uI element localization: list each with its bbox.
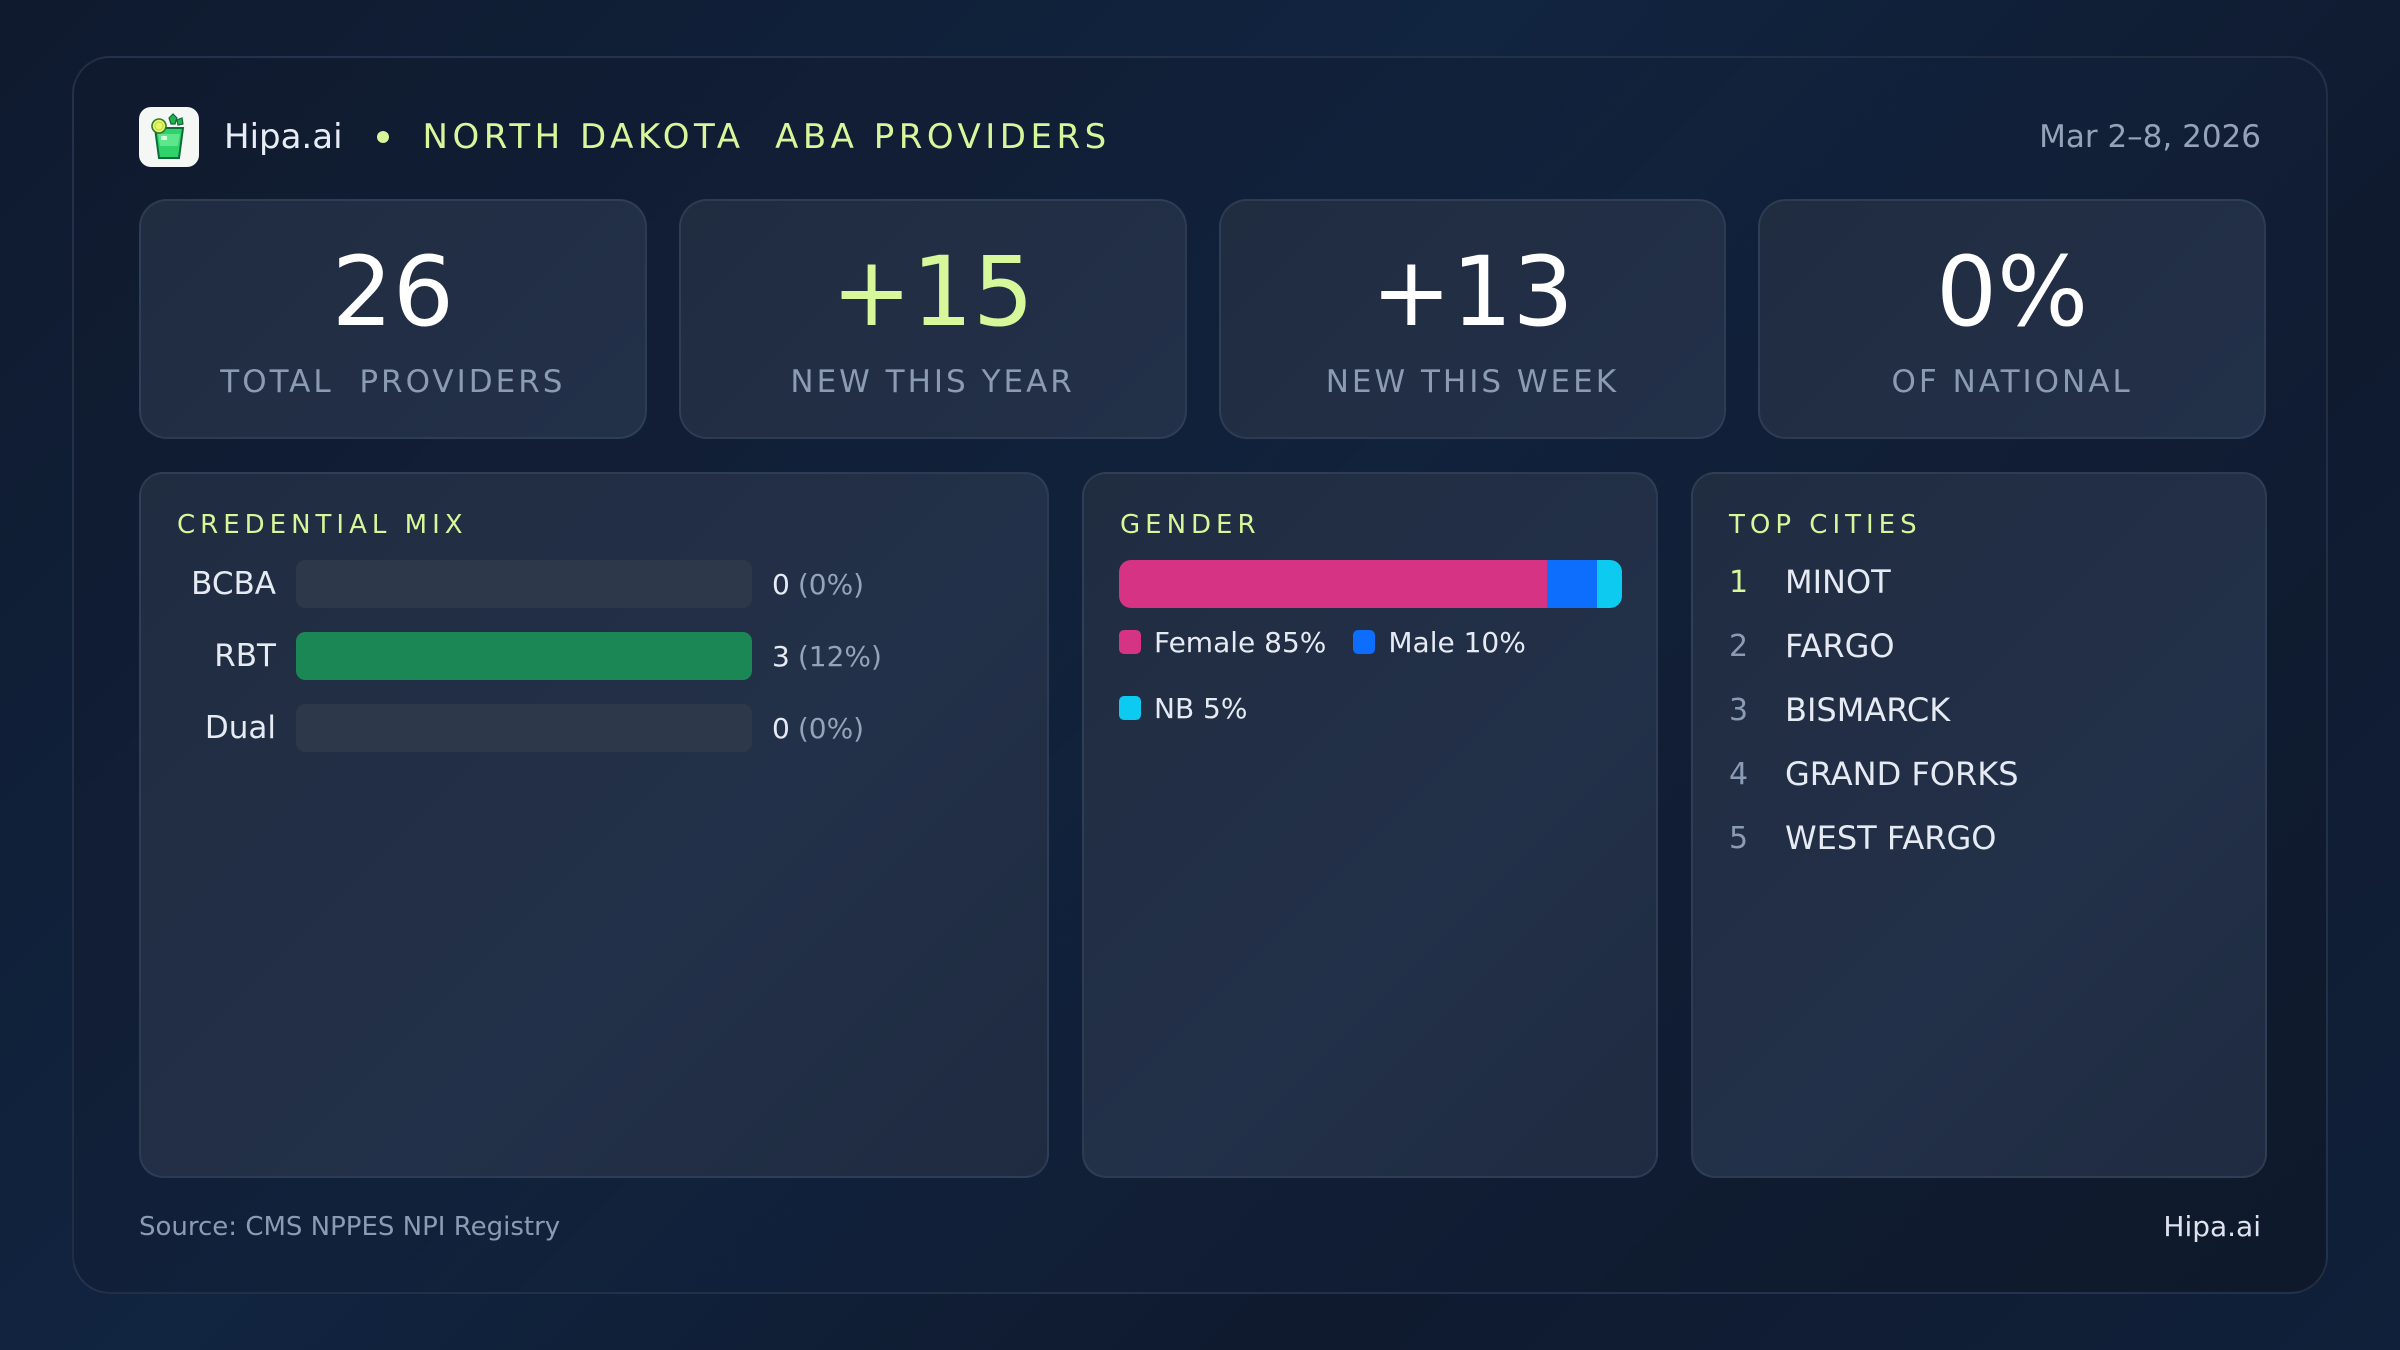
credential-label: Dual — [204, 710, 276, 746]
legend-label: Female 85% — [1154, 625, 1327, 659]
dashboard-frame: Hipa.ai NORTH DAKOTA ABA PROVIDERS Mar 2… — [72, 56, 2328, 1294]
credential-row-rbt: RBT 3 (12%) — [141, 632, 1047, 680]
legend-swatch — [1119, 630, 1141, 654]
credential-row-dual: Dual 0 (0%) — [141, 704, 1047, 752]
panel-title: CREDENTIAL MIX — [177, 510, 468, 540]
panel-title: GENDER — [1120, 510, 1261, 540]
kpi-new-this-year: +15 NEW THIS YEAR — [678, 199, 1187, 439]
kpi-value: 0% — [1935, 236, 2089, 348]
header: Hipa.ai NORTH DAKOTA ABA PROVIDERS Mar 2… — [139, 106, 2261, 168]
city-list-item: 2 FARGO — [1729, 624, 1895, 668]
kpi-value: 26 — [331, 236, 454, 348]
credential-percent: (0%) — [797, 567, 865, 601]
legend-swatch — [1119, 696, 1141, 720]
credential-label: BCBA — [191, 566, 276, 602]
legend-item-male: Male 10% — [1353, 624, 1526, 660]
footer-brand: Hipa.ai — [2163, 1210, 2261, 1243]
credential-percent: (12%) — [797, 639, 882, 673]
city-name: MINOT — [1785, 563, 1891, 601]
top-cities-panel: TOP CITIES 1 MINOT 2 FARGO 3 BISMARCK 4 … — [1691, 472, 2267, 1178]
city-name: FARGO — [1785, 627, 1895, 665]
page-title: NORTH DAKOTA ABA PROVIDERS — [422, 117, 1111, 157]
legend-item-nb: NB 5% — [1119, 690, 1629, 726]
credential-bar-track — [296, 632, 752, 680]
city-list-item: 3 BISMARCK — [1729, 688, 1950, 732]
kpi-label: NEW THIS YEAR — [790, 364, 1075, 400]
mojito-glass-icon — [139, 107, 199, 167]
gender-panel: GENDER Female 85% Male 10% NB 5% — [1082, 472, 1658, 1178]
separator-dot — [376, 131, 389, 143]
kpi-of-national: 0% OF NATIONAL — [1758, 199, 2266, 439]
city-rank: 4 — [1729, 756, 1749, 792]
date-range: Mar 2–8, 2026 — [2039, 119, 2261, 155]
kpi-label: OF NATIONAL — [1891, 364, 2133, 400]
kpi-value: +13 — [1371, 236, 1574, 348]
city-list-item: 1 MINOT — [1729, 560, 1891, 604]
city-name: GRAND FORKS — [1785, 755, 2019, 793]
kpi-new-this-week: +13 NEW THIS WEEK — [1218, 199, 1727, 439]
credential-row-bcba: BCBA 0 (0%) — [141, 560, 1047, 608]
gender-segment-female — [1119, 560, 1547, 608]
credential-count: 3 — [772, 639, 790, 673]
credential-count: 0 — [772, 711, 790, 745]
gender-stacked-bar — [1119, 560, 1622, 608]
brand-name: Hipa.ai — [224, 117, 343, 157]
credential-bar-track — [296, 560, 752, 608]
credential-label: RBT — [214, 638, 276, 674]
city-rank: 1 — [1729, 564, 1749, 600]
city-rank: 3 — [1729, 692, 1749, 728]
kpi-value: +15 — [831, 236, 1034, 348]
source-note: Source: CMS NPPES NPI Registry — [139, 1212, 561, 1242]
legend-swatch — [1353, 630, 1376, 654]
gender-segment-male — [1546, 560, 1597, 608]
credential-count: 0 — [772, 567, 790, 601]
kpi-label: TOTAL PROVIDERS — [220, 364, 566, 400]
kpi-total-providers: 26 TOTAL PROVIDERS — [139, 199, 647, 439]
legend-label: NB 5% — [1154, 691, 1248, 725]
credential-percent: (0%) — [797, 711, 865, 745]
legend-item-female: Female 85% — [1119, 624, 1326, 660]
credential-mix-panel: CREDENTIAL MIX BCBA 0 (0%) RBT 3 (12%) D… — [139, 472, 1049, 1178]
city-rank: 5 — [1729, 820, 1749, 856]
panel-title: TOP CITIES — [1729, 510, 1922, 540]
city-name: WEST FARGO — [1785, 819, 1997, 857]
city-name: BISMARCK — [1785, 691, 1951, 729]
city-list-item: 4 GRAND FORKS — [1729, 752, 2019, 796]
legend-label: Male 10% — [1388, 625, 1526, 659]
city-rank: 2 — [1729, 628, 1749, 664]
kpi-row: 26 TOTAL PROVIDERS +15 NEW THIS YEAR +13… — [139, 199, 2266, 439]
credential-bar-track — [296, 704, 752, 752]
gender-legend: Female 85% Male 10% NB 5% — [1119, 624, 1629, 726]
kpi-label: NEW THIS WEEK — [1325, 364, 1620, 400]
gender-segment-nb — [1596, 560, 1622, 608]
credential-bar-fill — [296, 632, 752, 680]
city-list-item: 5 WEST FARGO — [1729, 816, 1996, 860]
